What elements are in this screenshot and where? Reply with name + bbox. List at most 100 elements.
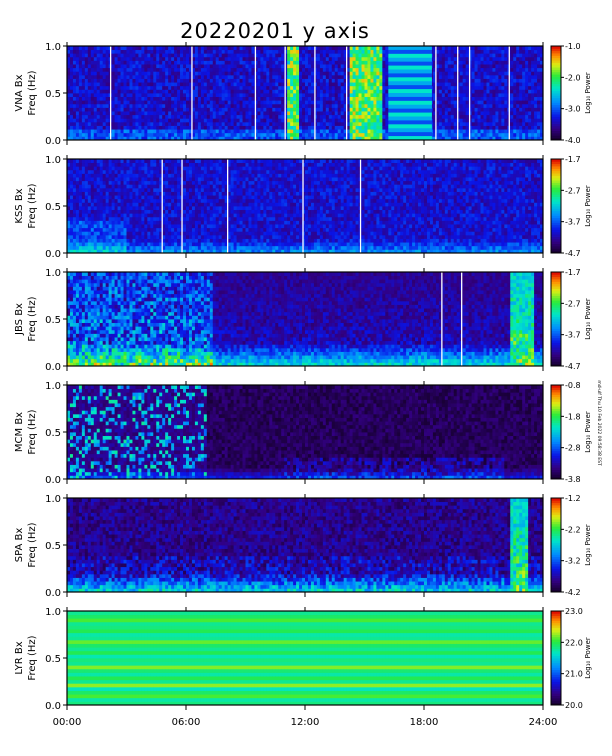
spectrogram-cell (210, 126, 213, 130)
spectrogram-cell (195, 60, 198, 64)
spectrogram-cell (124, 170, 127, 174)
spectrogram-cell (141, 170, 144, 174)
spectrogram-cell (481, 111, 484, 115)
spectrogram-cell (79, 177, 82, 181)
spectrogram-cell (379, 111, 382, 115)
spectrogram-cell (329, 53, 332, 57)
spectrogram-cell (228, 82, 231, 86)
spectrogram-cell (228, 50, 231, 54)
spectrogram-cell (124, 242, 127, 246)
spectrogram-cell (222, 46, 225, 50)
spectrogram-cell (109, 177, 112, 181)
spectrogram-cell (115, 100, 118, 104)
spectrogram-cell (266, 89, 269, 93)
spectrogram-cell (91, 57, 94, 61)
spectrogram-cell (94, 79, 97, 83)
spectrogram-cell (79, 89, 82, 93)
spectrogram-cell (159, 64, 162, 68)
spectrogram-cell (278, 107, 281, 111)
spectrogram-cell (451, 93, 454, 97)
spectrogram-cell (257, 111, 260, 115)
spectrogram-cell (356, 46, 359, 50)
band-stripe (388, 54, 432, 58)
spectrogram-cell (466, 111, 469, 115)
spectrogram-cell (290, 82, 293, 86)
spectrogram-cell (94, 177, 97, 181)
spectrogram-cell (442, 46, 445, 50)
spectrogram-cell (448, 75, 451, 79)
spectrogram-cell (216, 50, 219, 54)
spectrogram-cell (141, 75, 144, 79)
spectrogram-cell (350, 100, 353, 104)
spectrogram-cell (159, 118, 162, 122)
spectrogram-cell (129, 159, 132, 163)
spectrogram-cell (156, 53, 159, 57)
spectrogram-cell (135, 68, 138, 72)
spectrogram-cell (106, 57, 109, 61)
spectrogram-cell (231, 82, 234, 86)
spectrogram-cell (439, 93, 442, 97)
spectrogram-cell (106, 228, 109, 232)
spectrogram-cell (379, 75, 382, 79)
spectrogram-cell (73, 86, 76, 90)
spectrogram-cell (263, 46, 266, 50)
spectrogram-cell (454, 75, 457, 79)
spectrogram-cell (121, 173, 124, 177)
spectrogram-cell (112, 122, 115, 126)
spectrogram-cell (266, 79, 269, 83)
spectrogram-cell (85, 235, 88, 239)
spectrogram-cell (88, 86, 91, 90)
spectrogram-cell (234, 107, 237, 111)
spectrogram-cell (293, 68, 296, 72)
spectrogram-cell (484, 57, 487, 61)
spectrogram-cell (118, 68, 121, 72)
spectrogram-cell (213, 64, 216, 68)
spectrogram-cell (109, 163, 112, 167)
spectrogram-cell (237, 82, 240, 86)
spectrogram-cell (466, 115, 469, 119)
spectrogram-cell (513, 104, 516, 108)
spectrogram-cell (183, 86, 186, 90)
spectrogram-cell (311, 79, 314, 83)
spectrogram-cell (379, 46, 382, 50)
spectrogram-cell (486, 122, 489, 126)
spectrogram-cell (171, 50, 174, 54)
spectrogram-cell (76, 202, 79, 206)
spectrogram-cell (498, 100, 501, 104)
spectrogram-cell (207, 79, 210, 83)
spectrogram-cell (76, 133, 79, 137)
spectrogram-cell (141, 111, 144, 115)
spectrogram-cell (127, 199, 130, 203)
spectrogram-cell (129, 50, 132, 54)
spectrogram-cell (266, 107, 269, 111)
spectrogram-cell (269, 133, 272, 137)
spectrogram-cell (475, 71, 478, 75)
spectrogram-cell (228, 53, 231, 57)
spectrogram-cell (112, 115, 115, 119)
spectrogram-cell (329, 107, 332, 111)
spectrogram-cell (486, 97, 489, 101)
spectrogram-cell (109, 181, 112, 185)
spectrogram-cell (362, 46, 365, 50)
spectrogram-cell (231, 122, 234, 126)
spectrogram-cell (76, 111, 79, 115)
spectrogram-cell (338, 107, 341, 111)
spectrogram-cell (234, 46, 237, 50)
spectrogram-cell (132, 104, 135, 108)
spectrogram-cell (127, 122, 130, 126)
spectrogram-cell (204, 79, 207, 83)
spectrogram-cell (121, 79, 124, 83)
spectrogram-cell (124, 224, 127, 228)
spectrogram-cell (150, 111, 153, 115)
spectrogram-cell (481, 53, 484, 57)
spectrogram-cell (287, 86, 290, 90)
spectrogram-cell (281, 79, 284, 83)
spectrogram-cell (150, 79, 153, 83)
spectrogram-cell (522, 89, 525, 93)
spectrogram-cell (124, 213, 127, 217)
spectrogram-cell (76, 173, 79, 177)
spectrogram-cell (376, 64, 379, 68)
spectrogram-cell (498, 129, 501, 133)
spectrogram-cell (201, 107, 204, 111)
spectrogram-cell (475, 64, 478, 68)
